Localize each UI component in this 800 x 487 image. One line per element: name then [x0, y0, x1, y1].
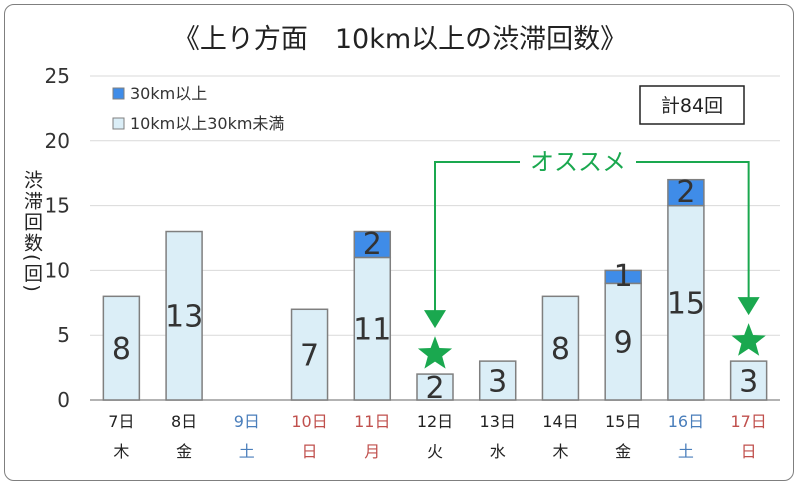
bar-upper-value-label: 2 [676, 175, 695, 210]
x-weekday-label: 木 [552, 442, 568, 461]
bar-lower-segment [416, 373, 454, 401]
legend-swatch-30km [112, 87, 125, 100]
x-date-label: 10日 [291, 412, 327, 431]
bar-lower-value-label: 7 [300, 338, 319, 373]
y-tick-label: 5 [57, 323, 70, 347]
x-weekday-label: 火 [427, 442, 443, 461]
bar-lower-value-label: 2 [425, 371, 444, 406]
y-tick-label: 0 [57, 388, 70, 412]
bar-lower-segment [478, 360, 517, 401]
x-date-label: 15日 [605, 412, 641, 431]
star-icon [731, 323, 766, 356]
bar-lower-value-label: 15 [667, 287, 705, 322]
x-date-label: 16日 [668, 412, 704, 431]
recommend-connector-line [636, 161, 750, 302]
x-weekday-label: 水 [490, 442, 506, 461]
x-weekday-label: 木 [113, 442, 129, 461]
recommend-arrow [737, 297, 760, 316]
x-weekday-label: 土 [239, 442, 255, 461]
x-date-label: 7日 [108, 412, 134, 431]
bar-lower-value-label: 13 [165, 300, 203, 335]
recommend-arrow [424, 310, 446, 329]
x-weekday-label: 金 [176, 442, 192, 461]
bar-lower-segment [729, 360, 768, 401]
gridlines [90, 75, 780, 401]
x-date-label: 8日 [171, 412, 197, 431]
total-badge-label: 計84回 [661, 95, 723, 117]
y-axis-label: 渋滞回数(回) [21, 170, 43, 294]
y-tick-label: 25 [45, 64, 70, 88]
x-date-label: 17日 [730, 412, 766, 431]
legend-label-10-30km: 10km以上30km未満 [130, 114, 284, 133]
x-weekday-label: 日 [741, 442, 757, 461]
legend: 30km以上 10km以上30km未満 [112, 84, 284, 133]
bar-upper-segment [604, 269, 642, 285]
x-weekday-label: 月 [364, 442, 380, 461]
bar-lower-value-label: 8 [551, 332, 570, 367]
bar-upper-value-label: 1 [614, 259, 633, 294]
bar-lower-value-label: 3 [739, 364, 758, 399]
bar-lower-segment [541, 295, 580, 401]
x-weekday-label: 金 [615, 442, 631, 461]
y-axis-ticks: 0 5 10 15 20 25 [45, 64, 70, 412]
x-weekday-label: 日 [302, 442, 318, 461]
bar-lower-value-label: 11 [353, 313, 391, 348]
x-date-label: 13日 [480, 412, 516, 431]
y-tick-label: 20 [45, 129, 70, 153]
y-tick-label: 15 [45, 194, 70, 218]
x-weekday-label: 土 [678, 442, 694, 461]
recommend-connectors [417, 161, 766, 369]
x-date-label: 12日 [417, 412, 453, 431]
x-date-label: 14日 [542, 412, 578, 431]
bar-lower-segment [604, 282, 642, 401]
chart-title: 《上り方面 10km以上の渋滞回数》 [173, 24, 627, 55]
x-date-label: 9日 [234, 412, 260, 431]
bars: 8 13 7 11 2 2 3 8 9 1 15 2 3 [102, 175, 768, 406]
recommend-connector-line [434, 161, 520, 315]
bar-lower-segment [165, 230, 203, 401]
star-icon [417, 336, 453, 369]
bar-lower-segment [102, 295, 141, 401]
recommend-label: オススメ [530, 148, 626, 176]
bar-upper-segment [353, 230, 392, 259]
x-date-label: 11日 [354, 412, 390, 431]
bar-lower-value-label: 8 [112, 332, 131, 367]
bar-upper-segment [667, 178, 705, 207]
recommend-annotation: オススメ [417, 148, 766, 369]
bar-lower-value-label: 9 [614, 325, 633, 360]
bar-upper-value-label: 2 [363, 227, 382, 262]
legend-label-30km: 30km以上 [130, 84, 207, 103]
legend-swatch-10-30km [112, 117, 125, 130]
y-tick-label: 10 [45, 258, 70, 282]
total-badge-box [639, 85, 745, 125]
bar-lower-value-label: 3 [488, 364, 507, 399]
total-badge: 計84回 [639, 85, 745, 125]
chart-frame [4, 4, 794, 481]
bar-lower-segment [290, 308, 329, 401]
